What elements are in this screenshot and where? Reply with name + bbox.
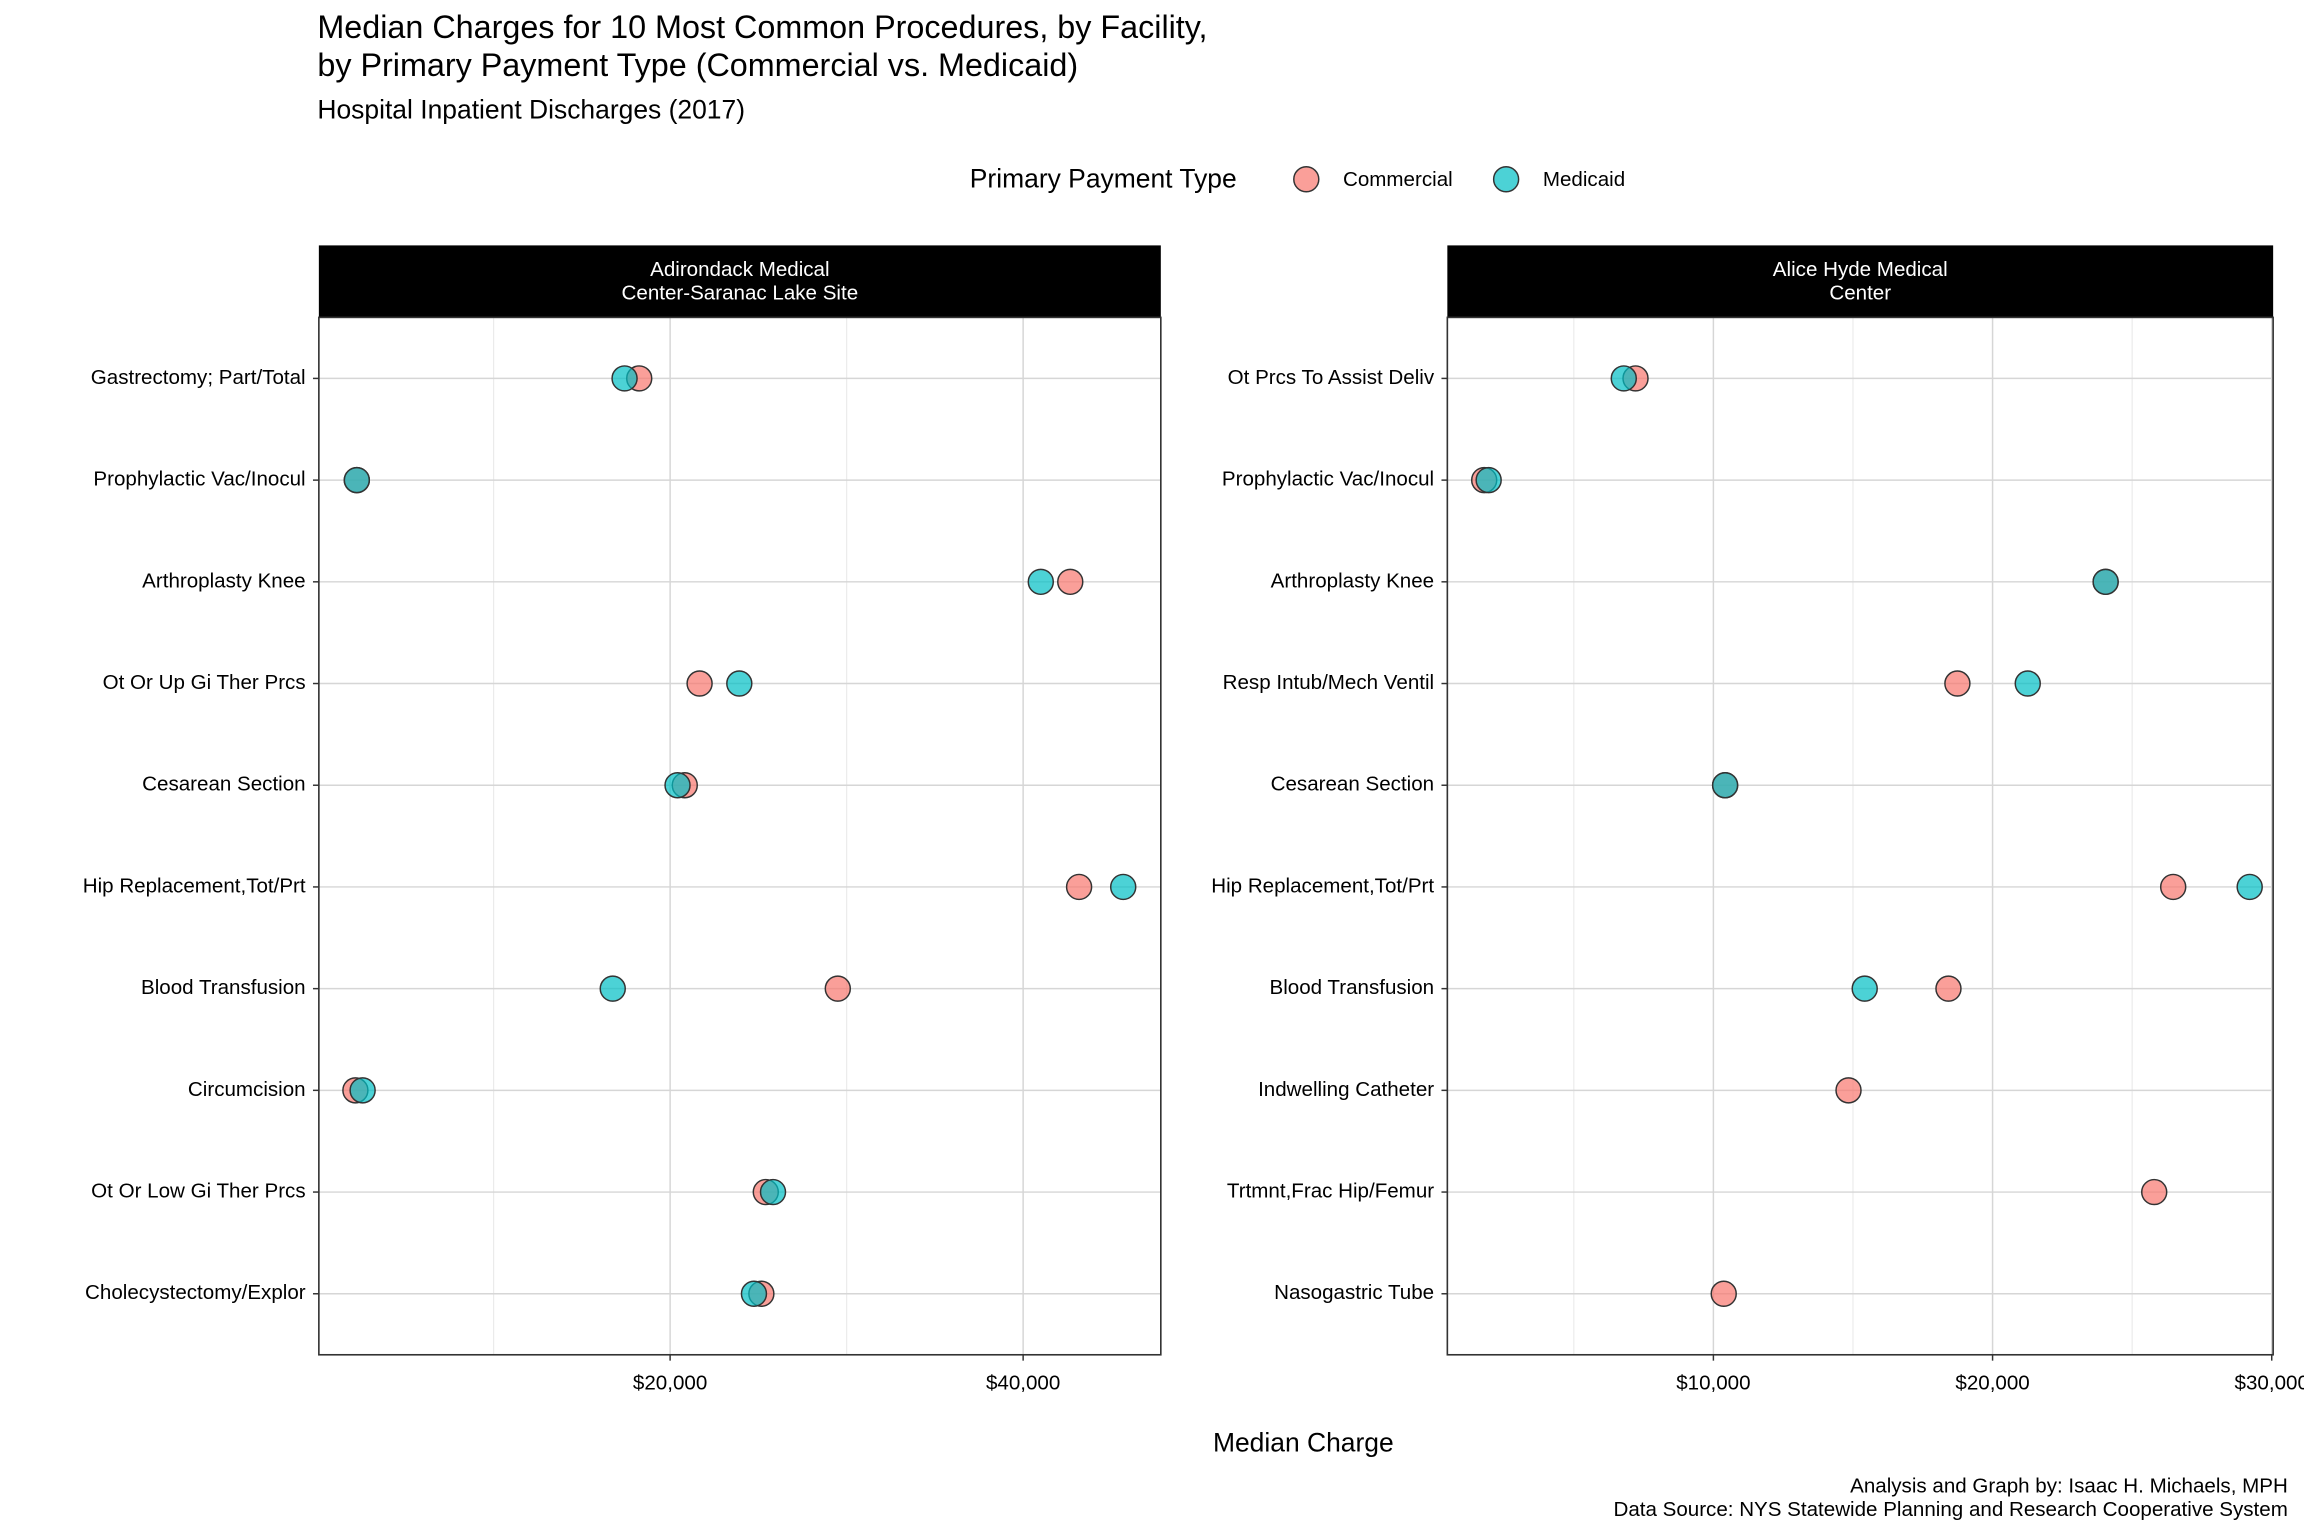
facet-label: Adirondack Medical [650,258,829,281]
data-point [1065,873,1093,901]
chart-title: Median Charges for 10 Most Common Proced… [317,9,1207,45]
panel-border [1446,316,2274,1356]
data-point [1711,772,1739,799]
data-point [740,1280,768,1307]
facet-label: Center-Saranac Lake Site [622,281,859,304]
y-tick-label: Blood Transfusion [1270,976,1435,999]
legend-marker [1492,166,1520,193]
y-tick-label: Blood Transfusion [141,976,306,999]
legend-title: Primary Payment Type [970,164,1237,194]
data-point [1057,568,1084,596]
data-point [1710,1280,1737,1307]
y-tick-label: Prophylactic Vac/Inocul [1222,468,1434,491]
caption: Data Source: NYS Statewide Planning and … [1613,1498,2287,1521]
caption: Analysis and Graph by: Isaac H. Michaels… [1850,1474,2288,1497]
y-tick-label: Nasogastric Tube [1274,1281,1434,1304]
y-tick-label: Arthroplasty Knee [1271,569,1434,592]
x-tick-label: $20,000 [1955,1372,2029,1395]
data-point [349,1077,376,1104]
facet-strip [318,245,1161,318]
x-tick-label: $10,000 [1676,1372,1750,1395]
y-tick-label: Prophylactic Vac/Inocul [93,468,305,491]
chart-subtitle: Hospital Inpatient Discharges (2017) [317,95,745,125]
data-point [1835,1077,1862,1104]
y-tick-label: Hip Replacement,Tot/Prt [83,874,306,897]
facet-strip [1447,245,2274,318]
legend-marker [1293,166,1320,193]
y-tick-label: Ot Prcs To Assist Deliv [1228,366,1435,389]
data-point [686,670,713,697]
panel-background [318,317,1161,1355]
y-tick-label: Ot Or Up Gi Ther Prcs [103,671,306,694]
y-tick-label: Cholecystectomy/Explor [85,1281,306,1304]
data-point [759,1178,787,1206]
data-point [1027,568,1055,596]
data-point [2140,1178,2168,1206]
x-tick-label: $20,000 [633,1372,707,1395]
y-tick-label: Hip Replacement,Tot/Prt [1211,874,1434,897]
y-tick-label: Circumcision [188,1078,306,1101]
y-tick-label: Trtmnt,Frac Hip/Femur [1227,1179,1434,1202]
data-point [2159,873,2187,901]
data-point [2236,873,2263,901]
facet-label: Center [1829,281,1891,304]
data-point [1475,466,1502,494]
data-point [664,772,691,799]
legend-label: Commercial [1343,168,1453,191]
data-point [1851,975,1878,1002]
y-tick-label: Indwelling Catheter [1258,1078,1434,1101]
chart-title: by Primary Payment Type (Commercial vs. … [317,47,1078,83]
data-point [2092,568,2119,596]
x-axis-label: Median Charge [1213,1427,1394,1457]
legend-label: Medicaid [1543,168,1625,191]
data-point [1935,975,1962,1002]
data-point [726,670,753,697]
data-point [2014,670,2041,697]
y-tick-label: Cesarean Section [142,773,305,796]
data-point [1610,365,1638,392]
facet-label: Alice Hyde Medical [1773,258,1948,281]
data-point [824,975,852,1002]
data-point [1944,670,1971,697]
y-tick-label: Arthroplasty Knee [142,569,305,592]
y-tick-label: Resp Intub/Mech Ventil [1223,671,1434,694]
x-tick-label: $40,000 [986,1372,1060,1395]
data-point [343,466,371,494]
y-tick-label: Cesarean Section [1271,773,1434,796]
y-tick-label: Ot Or Low Gi Ther Prcs [91,1179,305,1202]
data-point [599,975,626,1002]
panel-background [1447,317,2274,1355]
data-point [1109,873,1137,901]
x-tick-label: $30,000 [2235,1372,2304,1395]
panel-border [318,316,1162,1356]
y-tick-label: Gastrectomy; Part/Total [91,366,306,389]
data-point [611,365,638,392]
